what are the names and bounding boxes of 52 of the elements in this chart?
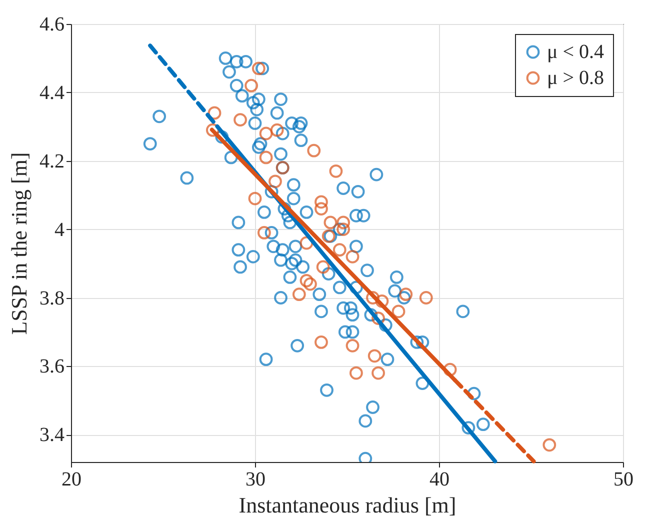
point [346,338,360,352]
point [336,216,350,230]
point [332,243,346,257]
point [375,294,389,308]
point [244,78,258,92]
point [372,366,385,380]
x-tick-label: 50 [614,468,634,490]
point [208,106,222,120]
point [366,291,380,304]
legend-label: μ < 0.4 [547,41,604,63]
y-tick-label: 4.2 [40,150,64,172]
point [372,312,385,325]
point [234,113,247,126]
x-tick-label: 20 [62,468,82,490]
point [316,260,330,274]
point [542,438,556,452]
point [307,144,321,158]
point [300,274,314,288]
y-tick-label: 4.6 [40,14,64,36]
point [399,288,413,302]
point [336,222,350,236]
point [419,291,433,304]
y-tick-label: 4.4 [40,82,64,104]
point [443,362,457,376]
y-tick-label: 3.6 [40,356,64,378]
point [259,150,273,164]
point [350,366,363,380]
point [259,126,273,140]
y-tick-label: 3.4 [40,424,64,446]
y-axis-title: LSSP in the ring [m] [6,152,32,335]
point [324,216,338,230]
point [292,288,306,302]
point [368,349,382,363]
x-tick-label: 40 [430,468,450,490]
point [248,192,262,206]
point [304,277,317,291]
legend-label: μ > 0.8 [547,67,604,89]
point [258,226,271,240]
point [314,195,328,209]
point [268,174,282,188]
point [314,336,328,349]
point [206,123,220,137]
y-tick-label: 3.8 [40,287,64,310]
point [270,123,284,137]
point [392,304,406,318]
x-tick-label: 30 [246,468,266,490]
point [346,250,360,264]
point [314,202,328,216]
y-tick-label: 4 [54,218,64,241]
point [252,62,266,76]
x-axis-title: Instantaneous radius [m] [238,492,456,518]
point [329,164,343,178]
